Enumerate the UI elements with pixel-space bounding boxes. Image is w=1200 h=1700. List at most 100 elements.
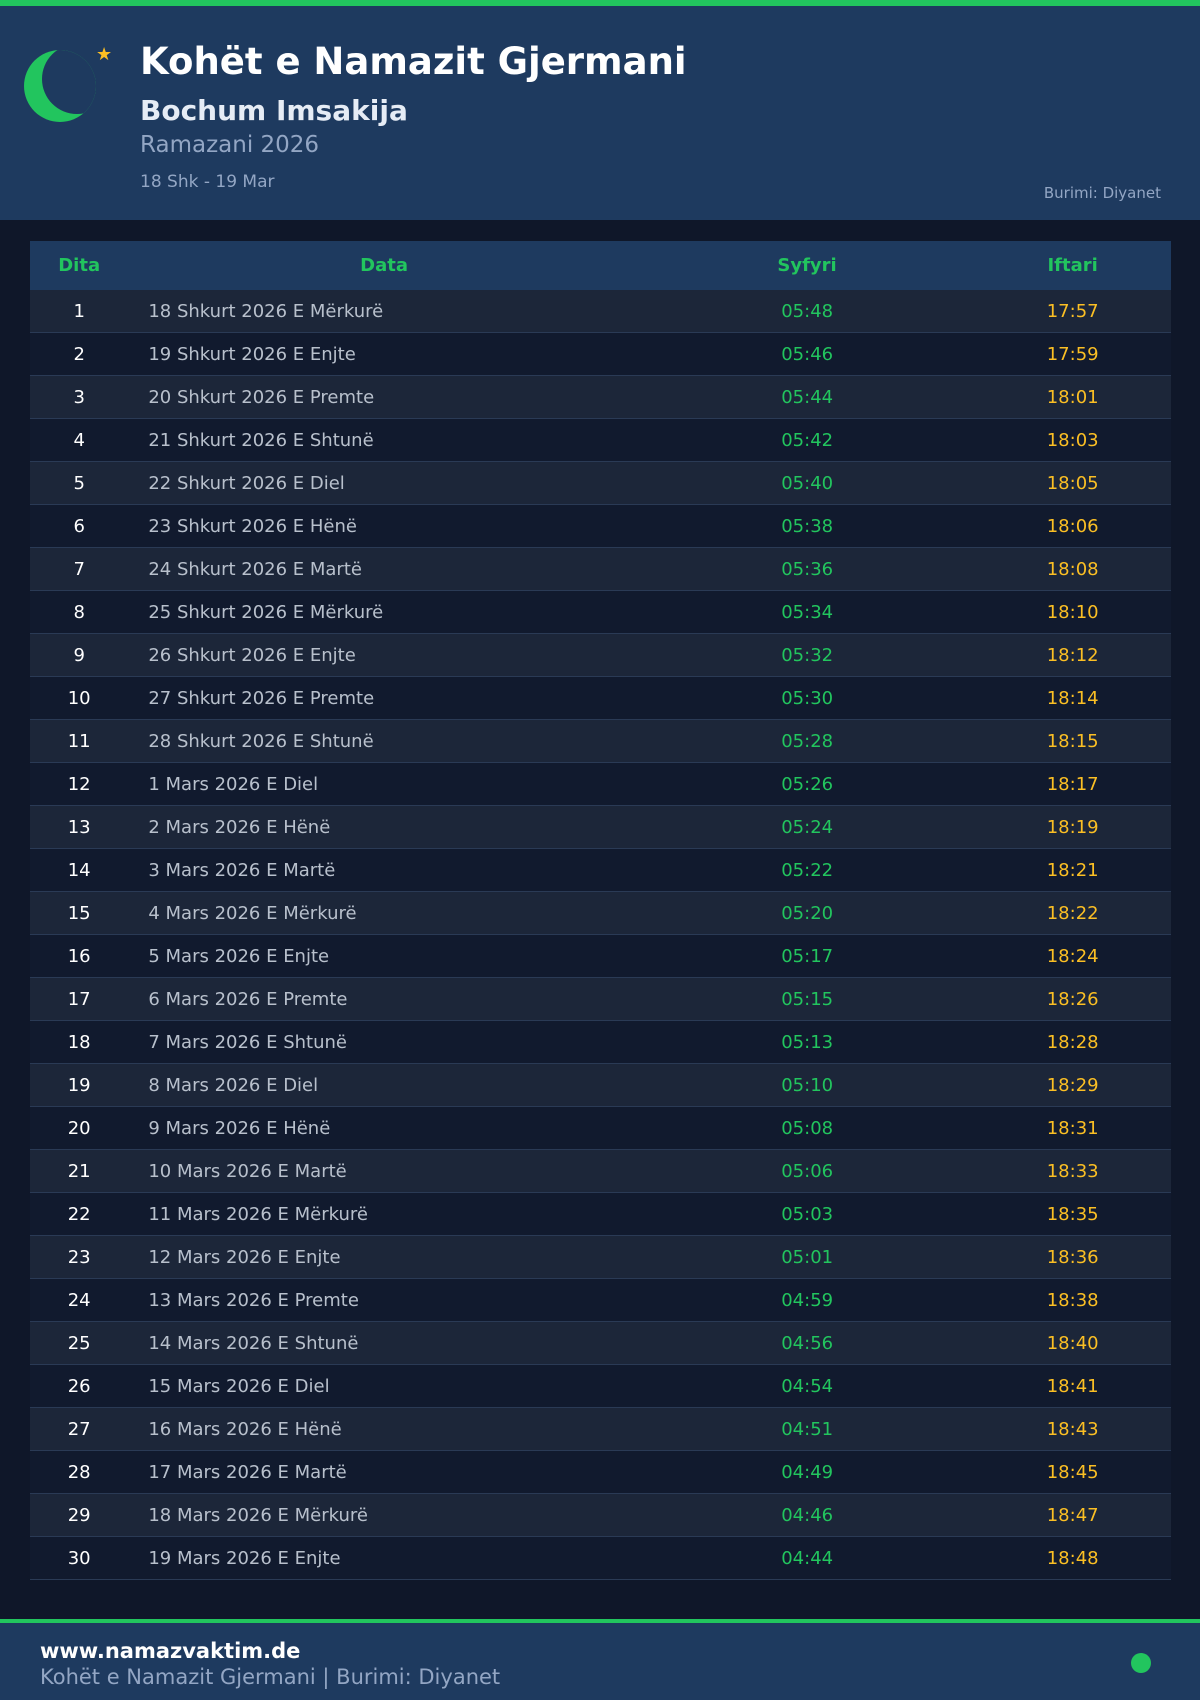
table-row: 16 5 Mars 2026 E Enjte 05:17 18:24 (30, 935, 1171, 978)
cell-iftar: 18:01 (1046, 386, 1099, 408)
cell-suhoor: 05:03 (781, 1203, 834, 1225)
cell-day: 10 (67, 687, 91, 709)
table-row: 5 22 Shkurt 2026 E Diel 05:40 18:05 (30, 462, 1171, 505)
website-link[interactable]: www.namazvaktim.de (40, 1639, 301, 1663)
cell-suhoor: 05:13 (781, 1031, 834, 1053)
table-row: 15 4 Mars 2026 E Mërkurë 05:20 18:22 (30, 892, 1171, 935)
cell-iftar: 18:14 (1046, 687, 1099, 709)
table-row: 1 18 Shkurt 2026 E Mërkurë 05:48 17:57 (30, 290, 1171, 333)
cell-iftar: 18:45 (1046, 1461, 1099, 1483)
table-row: 21 10 Mars 2026 E Martë 05:06 18:33 (30, 1150, 1171, 1193)
top-accent-bar (0, 0, 1200, 6)
table-header: Dita Data Syfyri Iftari (30, 241, 1171, 290)
cell-date: 10 Mars 2026 E Martë (148, 1160, 347, 1182)
table-row: 24 13 Mars 2026 E Premte 04:59 18:38 (30, 1279, 1171, 1322)
status-dot-icon (1131, 1653, 1151, 1673)
cell-suhoor: 05:40 (781, 472, 834, 494)
cell-day: 21 (67, 1160, 91, 1182)
cell-date: 16 Mars 2026 E Hënë (148, 1418, 342, 1440)
column-header-suhoor: Syfyri (777, 255, 837, 276)
cell-date: 1 Mars 2026 E Diel (148, 773, 319, 795)
cell-date: 20 Shkurt 2026 E Premte (148, 386, 375, 408)
cell-suhoor: 05:10 (781, 1074, 834, 1096)
table-row: 17 6 Mars 2026 E Premte 05:15 18:26 (30, 978, 1171, 1021)
cell-iftar: 18:21 (1046, 859, 1099, 881)
cell-date: 9 Mars 2026 E Hënë (148, 1117, 331, 1139)
table-row: 14 3 Mars 2026 E Martë 05:22 18:21 (30, 849, 1171, 892)
cell-suhoor: 04:49 (781, 1461, 834, 1483)
cell-day: 3 (73, 386, 85, 408)
cell-suhoor: 05:44 (781, 386, 834, 408)
cell-date: 8 Mars 2026 E Diel (148, 1074, 319, 1096)
table-row: 20 9 Mars 2026 E Hënë 05:08 18:31 (30, 1107, 1171, 1150)
cell-date: 18 Shkurt 2026 E Mërkurë (148, 300, 384, 322)
cell-suhoor: 05:46 (781, 343, 834, 365)
cell-date: 4 Mars 2026 E Mërkurë (148, 902, 357, 924)
table-row: 8 25 Shkurt 2026 E Mërkurë 05:34 18:10 (30, 591, 1171, 634)
cell-iftar: 18:36 (1046, 1246, 1099, 1268)
cell-date: 26 Shkurt 2026 E Enjte (148, 644, 356, 666)
cell-day: 27 (67, 1418, 91, 1440)
cell-date: 6 Mars 2026 E Premte (148, 988, 348, 1010)
page-footer: www.namazvaktim.de Kohët e Namazit Gjerm… (0, 1623, 1200, 1700)
cell-day: 16 (67, 945, 91, 967)
cell-suhoor: 05:15 (781, 988, 834, 1010)
cell-date: 24 Shkurt 2026 E Martë (148, 558, 362, 580)
star-icon: ★ (96, 44, 113, 65)
cell-suhoor: 05:22 (781, 859, 834, 881)
cell-iftar: 18:41 (1046, 1375, 1099, 1397)
cell-iftar: 18:47 (1046, 1504, 1099, 1526)
cell-date: 7 Mars 2026 E Shtunë (148, 1031, 347, 1053)
cell-date: 3 Mars 2026 E Martë (148, 859, 336, 881)
cell-iftar: 18:38 (1046, 1289, 1099, 1311)
cell-suhoor: 05:32 (781, 644, 834, 666)
cell-day: 23 (67, 1246, 91, 1268)
cell-suhoor: 05:17 (781, 945, 834, 967)
table-row: 3 20 Shkurt 2026 E Premte 05:44 18:01 (30, 376, 1171, 419)
cell-iftar: 18:22 (1046, 902, 1099, 924)
table-row: 22 11 Mars 2026 E Mërkurë 05:03 18:35 (30, 1193, 1171, 1236)
cell-date: 11 Mars 2026 E Mërkurë (148, 1203, 369, 1225)
ramadan-label: Ramazani 2026 (140, 132, 320, 158)
cell-day: 6 (73, 515, 85, 537)
cell-suhoor: 04:44 (781, 1547, 834, 1569)
city-subtitle: Bochum Imsakija (140, 94, 408, 127)
cell-iftar: 18:08 (1046, 558, 1099, 580)
cell-day: 13 (67, 816, 91, 838)
cell-iftar: 18:19 (1046, 816, 1099, 838)
cell-suhoor: 05:34 (781, 601, 834, 623)
cell-suhoor: 05:28 (781, 730, 834, 752)
cell-date: 13 Mars 2026 E Premte (148, 1289, 359, 1311)
source-label: Burimi: Diyanet (1043, 184, 1161, 202)
cell-day: 15 (67, 902, 91, 924)
table-row: 23 12 Mars 2026 E Enjte 05:01 18:36 (30, 1236, 1171, 1279)
date-range: 18 Shk - 19 Mar (140, 172, 275, 192)
imsakija-table: Dita Data Syfyri Iftari 1 18 Shkurt 2026 … (30, 241, 1171, 1580)
cell-suhoor: 05:08 (781, 1117, 834, 1139)
cell-iftar: 17:59 (1046, 343, 1099, 365)
page-header: ★ Kohët e Namazit Gjermani Bochum Imsaki… (0, 6, 1200, 220)
column-header-iftar: Iftari (1047, 255, 1098, 276)
cell-suhoor: 05:30 (781, 687, 834, 709)
table-row: 6 23 Shkurt 2026 E Hënë 05:38 18:06 (30, 505, 1171, 548)
cell-date: 12 Mars 2026 E Enjte (148, 1246, 341, 1268)
cell-day: 30 (67, 1547, 91, 1569)
cell-suhoor: 04:51 (781, 1418, 834, 1440)
cell-suhoor: 05:24 (781, 816, 834, 838)
cell-day: 29 (67, 1504, 91, 1526)
column-header-day: Dita (58, 255, 101, 276)
cell-day: 4 (73, 429, 85, 451)
cell-iftar: 18:26 (1046, 988, 1099, 1010)
cell-day: 19 (67, 1074, 91, 1096)
cell-date: 14 Mars 2026 E Shtunë (148, 1332, 359, 1354)
cell-date: 5 Mars 2026 E Enjte (148, 945, 330, 967)
table-row: 19 8 Mars 2026 E Diel 05:10 18:29 (30, 1064, 1171, 1107)
cell-day: 5 (73, 472, 85, 494)
cell-day: 11 (67, 730, 91, 752)
cell-iftar: 18:03 (1046, 429, 1099, 451)
cell-day: 14 (67, 859, 91, 881)
cell-iftar: 18:10 (1046, 601, 1099, 623)
table-row: 25 14 Mars 2026 E Shtunë 04:56 18:40 (30, 1322, 1171, 1365)
table-row: 11 28 Shkurt 2026 E Shtunë 05:28 18:15 (30, 720, 1171, 763)
footer-accent-line (0, 1619, 1200, 1623)
